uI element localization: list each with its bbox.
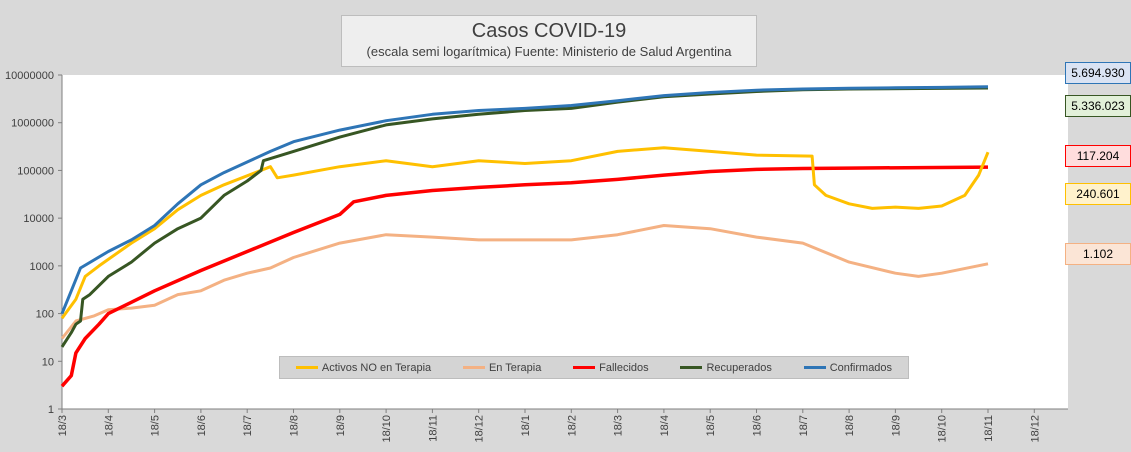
y-axis: 10000000 1000000 100000 10000 1000 100 10 1 [5, 70, 63, 416]
legend-swatch [680, 366, 703, 369]
legend-item: Confirmados [803, 361, 893, 374]
legend-item: Recuperados [680, 361, 772, 374]
x-tick-label: 18/10 [381, 415, 393, 443]
legend-item: Activos NO en Terapia [295, 361, 432, 374]
x-tick-label: 18/9 [890, 415, 902, 436]
x-tick-label: 18/2 [566, 415, 578, 436]
y-tick-label: 1000 [30, 261, 54, 273]
series-line-en-terapia [60, 224, 989, 340]
legend-item: En Terapia [462, 361, 542, 374]
x-tick-label: 18/10 [937, 415, 949, 443]
x-tick-label: 18/12 [474, 415, 486, 443]
y-tick-label: 100 [36, 309, 54, 321]
legend-item: Fallecidos [573, 362, 649, 374]
legend-label: Confirmados [829, 361, 893, 374]
x-tick-label: 18/5 [150, 415, 162, 436]
x-tick-label: 18/11 [983, 415, 995, 442]
callout-confirmados: 5.694.930 [1065, 62, 1131, 84]
x-tick-label: 18/5 [705, 415, 717, 436]
x-tick-label: 18/1 [520, 415, 532, 436]
legend-label: Recuperados [706, 361, 772, 374]
x-tick-label: 18/3 [613, 415, 625, 436]
x-tick-label: 18/3 [57, 415, 69, 436]
chart-subtitle: (escala semi logarítmica) Fuente: Minist… [366, 44, 732, 59]
legend-label: Activos NO en Terapia [321, 361, 432, 374]
callout-activos-no-en-terapia: 240.601 [1065, 183, 1131, 205]
y-tick-label: 10000000 [5, 70, 54, 82]
legend-swatch [462, 366, 485, 369]
x-tick-label: 18/8 [289, 415, 301, 436]
series-line-fallecidos [60, 165, 989, 388]
chart-title-box: Casos COVID-19 (escala semi logarítmica)… [341, 15, 757, 67]
legend-swatch [573, 366, 596, 369]
x-tick-label: 18/11 [427, 415, 439, 442]
legend-label: En Terapia [488, 361, 542, 374]
x-tick-label: 18/7 [242, 415, 254, 436]
x-tick-label: 18/6 [752, 415, 764, 436]
plot-area [62, 75, 1068, 409]
legend-label: Fallecidos [599, 361, 649, 374]
y-tick-label: 10 [42, 356, 54, 368]
y-tick-label: 10000 [23, 213, 54, 225]
y-tick-label: 100000 [17, 165, 54, 177]
legend-swatch [295, 366, 318, 369]
x-tick-label: 18/7 [798, 415, 810, 436]
chart-legend: Activos NO en Terapia En Terapia Fallecido… [279, 356, 909, 379]
chart-title: Casos COVID-19 [471, 20, 627, 42]
x-tick-label: 18/12 [1029, 415, 1041, 443]
x-axis: 18/3 18/4 18/5 18/6 18/7 18/8 18/9 18/10 18/11 18… [57, 408, 1068, 443]
y-tick-label: 1 [48, 404, 54, 416]
x-tick-label: 18/9 [335, 415, 347, 436]
series-line-confirmados [60, 85, 989, 315]
x-tick-label: 18/6 [196, 415, 208, 436]
x-tick-label: 18/4 [103, 415, 115, 436]
y-tick-label: 1000000 [11, 118, 54, 130]
series-line-activos-no-en-terapia [60, 146, 990, 320]
series-lines [60, 85, 990, 388]
x-tick-label: 18/8 [844, 415, 856, 436]
callout-recuperados: 5.336.023 [1065, 95, 1131, 117]
x-tick-label: 18/4 [659, 415, 671, 436]
plot-background [62, 75, 1068, 409]
callout-en-terapia: 1.102 [1065, 243, 1131, 265]
callout-fallecidos: 117.204 [1065, 145, 1131, 167]
legend-swatch [803, 366, 826, 369]
